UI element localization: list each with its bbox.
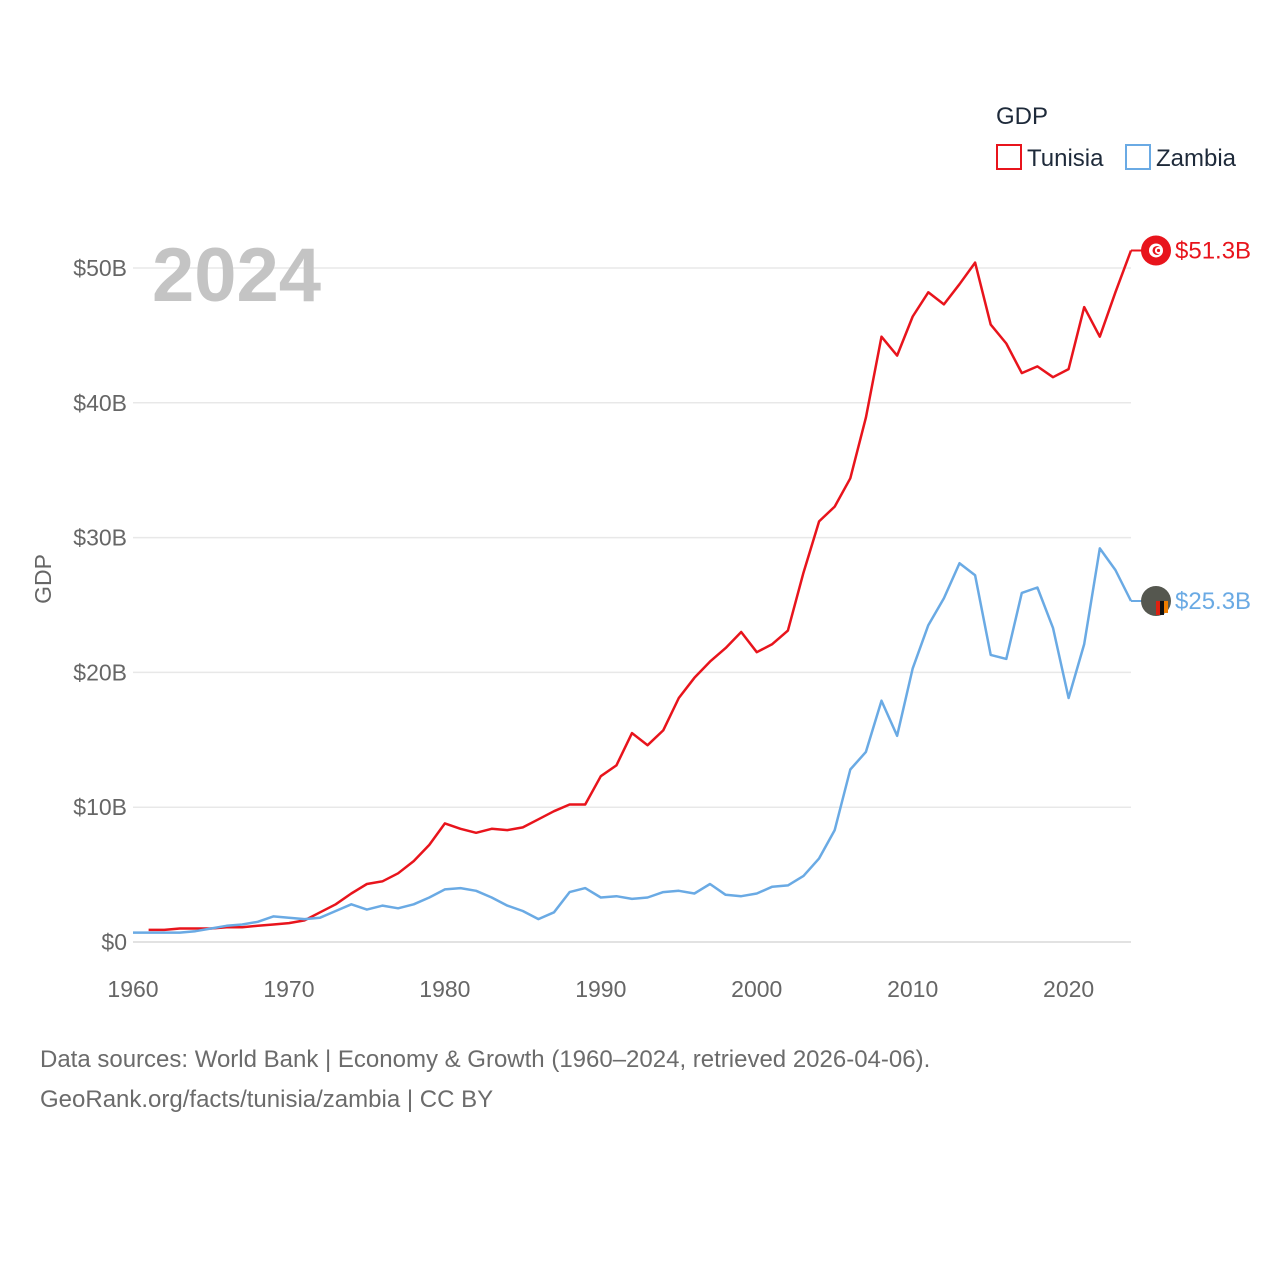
y-tick-label: $0 [101, 929, 127, 955]
tunisia-flag-icon [1141, 235, 1171, 266]
legend-swatch-tunisia [996, 144, 1022, 170]
attribution-line[interactable]: GeoRank.org/facts/tunisia/zambia | CC BY [40, 1086, 494, 1113]
gridlines [133, 267, 1131, 943]
end-value-label-zambia: $25.3B [1175, 588, 1251, 615]
series-line-zambia [133, 547, 1133, 934]
legend-label-zambia: Zambia [1156, 145, 1237, 172]
series-end-markers: $51.3B $25.3B [1131, 235, 1251, 616]
x-tick-label: 2010 [887, 976, 938, 1002]
y-tick-label: $40B [73, 390, 127, 416]
x-tick-label: 2020 [1043, 976, 1094, 1002]
current-year-label: 2024 [152, 233, 321, 318]
legend: GDP Tunisia Zambia [996, 103, 1237, 172]
source-line: Data sources: World Bank | Economy & Gro… [40, 1046, 931, 1073]
series-line-tunisia [148, 250, 1133, 932]
legend-title: GDP [996, 103, 1048, 130]
legend-item-tunisia[interactable]: Tunisia [996, 144, 1104, 172]
x-tick-label: 1960 [107, 976, 158, 1002]
legend-label-tunisia: Tunisia [1027, 145, 1104, 172]
source-footer: Data sources: World Bank | Economy & Gro… [40, 1040, 1240, 1120]
end-value-label-tunisia: $51.3B [1175, 237, 1251, 264]
x-tick-label: 1990 [575, 976, 626, 1002]
y-tick-label: $50B [73, 255, 127, 281]
series-lines [133, 250, 1133, 934]
x-tick-label: 1980 [419, 976, 470, 1002]
y-axis-ticks: $0 $10B $20B $30B $40B $50B [73, 255, 127, 955]
legend-item-zambia[interactable]: Zambia [1125, 144, 1237, 172]
x-tick-label: 1970 [263, 976, 314, 1002]
y-axis-title: GDP [30, 554, 56, 604]
gdp-line-chart: $0 $10B $20B $30B $40B $50B 1960 1970 1980 1990 2… [30, 103, 1251, 1002]
x-axis-ticks: 1960 1970 1980 1990 2000 2010 2020 [107, 976, 1094, 1002]
y-tick-label: $10B [73, 794, 127, 820]
x-tick-label: 2000 [731, 976, 782, 1002]
y-tick-label: $20B [73, 659, 127, 685]
zambia-flag-icon [1141, 585, 1171, 616]
legend-swatch-zambia [1125, 144, 1151, 170]
y-tick-label: $30B [73, 525, 127, 551]
